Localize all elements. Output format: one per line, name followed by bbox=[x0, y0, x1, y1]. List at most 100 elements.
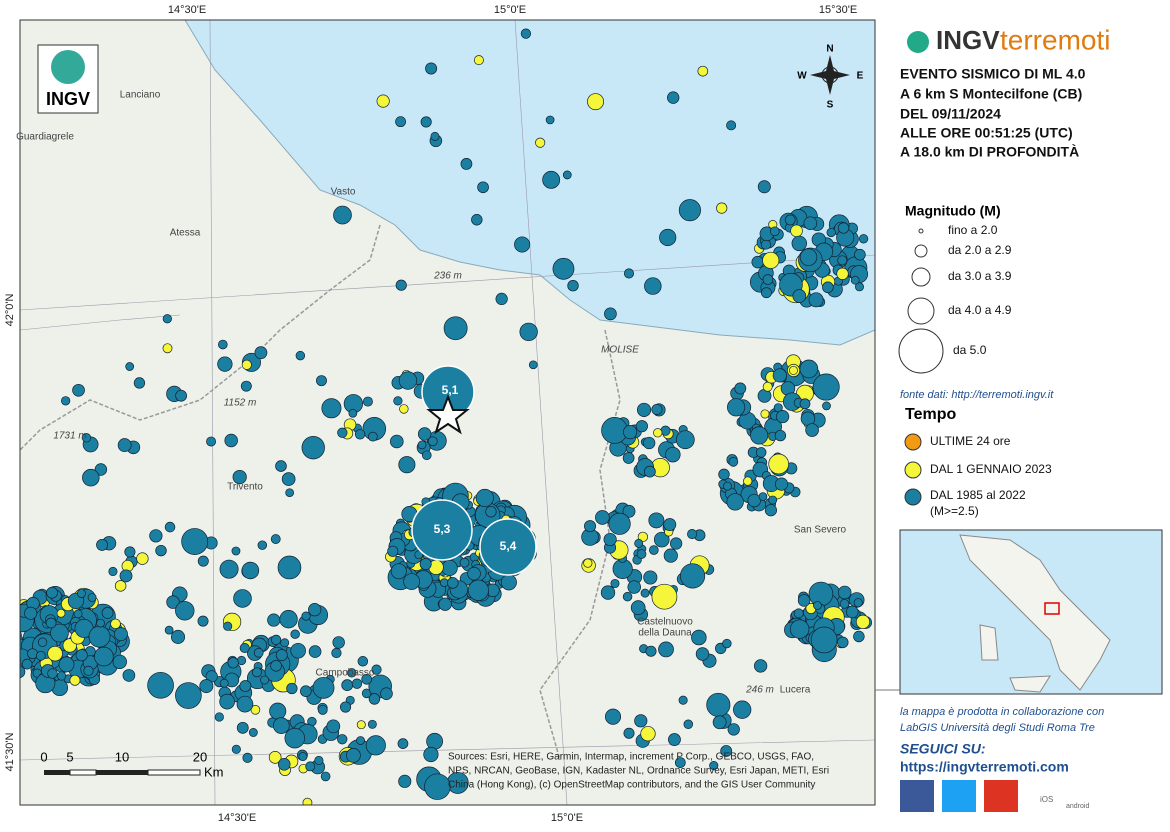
event-line: A 6 km S Montecilfone (CB) bbox=[900, 86, 1082, 102]
place-label: Guardiagrele bbox=[16, 132, 74, 143]
event-dot bbox=[417, 440, 427, 450]
legend-swatch bbox=[904, 488, 922, 506]
scale-label: 20 bbox=[193, 749, 207, 764]
map: INGV N E S W 5,1 5,3 5,4 0 5 10 20 Km So… bbox=[19, 19, 876, 806]
event-dot bbox=[485, 505, 497, 518]
scale-label: 10 bbox=[115, 749, 129, 764]
event-dot bbox=[267, 613, 281, 627]
place-label: Lucera bbox=[780, 685, 811, 696]
event-dot bbox=[368, 431, 378, 442]
ios-label[interactable]: iOS bbox=[1040, 795, 1053, 804]
event-dot bbox=[768, 495, 778, 505]
event-dot bbox=[284, 727, 306, 749]
event-dot bbox=[760, 239, 772, 250]
android-label[interactable]: android bbox=[1066, 803, 1089, 810]
event-dot bbox=[175, 601, 195, 621]
event-dot bbox=[368, 693, 381, 705]
event-dot bbox=[241, 359, 252, 370]
event-dot bbox=[709, 761, 719, 771]
event-dot bbox=[477, 181, 489, 194]
twitter-icon[interactable] bbox=[942, 780, 976, 812]
event-dot bbox=[332, 636, 345, 649]
event-dot bbox=[240, 380, 252, 392]
event-dot bbox=[308, 645, 322, 658]
event-dot bbox=[73, 609, 83, 619]
legend-item: DAL 1985 al 2022 bbox=[930, 488, 1026, 502]
event-dot bbox=[96, 538, 109, 551]
event-dot bbox=[839, 599, 850, 609]
event-dot bbox=[326, 719, 341, 734]
event-dot bbox=[356, 736, 365, 745]
event-dot bbox=[727, 723, 740, 736]
event-dot bbox=[473, 55, 484, 66]
event-dot bbox=[837, 636, 849, 649]
event-dot bbox=[726, 120, 737, 131]
attribution: China (Hong Kong), (c) OpenStreetMap con… bbox=[448, 780, 815, 791]
event-dot bbox=[846, 605, 859, 619]
event-dot bbox=[799, 248, 818, 266]
youtube-icon[interactable] bbox=[984, 780, 1018, 812]
event-dot bbox=[542, 170, 561, 189]
event-dot bbox=[314, 755, 324, 766]
event-dot bbox=[764, 504, 777, 517]
place-label: 246 m bbox=[745, 685, 774, 696]
event-dot bbox=[687, 529, 698, 540]
event-dot bbox=[110, 618, 121, 630]
event-dot bbox=[667, 91, 680, 104]
legend-swatch bbox=[904, 461, 922, 479]
event-dot bbox=[219, 559, 239, 579]
event-dot bbox=[77, 589, 86, 598]
event-dot bbox=[305, 761, 316, 772]
brand: INGV bbox=[936, 25, 1000, 55]
url[interactable]: https://ingvterremoti.com bbox=[900, 759, 1069, 775]
legend-item: DAL 1 GENNAIO 2023 bbox=[930, 462, 1052, 476]
event-dot bbox=[275, 460, 287, 472]
event-dot bbox=[758, 492, 768, 501]
event-dot bbox=[45, 617, 57, 629]
event-dot bbox=[441, 559, 458, 577]
event-dot bbox=[634, 538, 644, 548]
event-dot bbox=[467, 566, 481, 581]
event-dot bbox=[726, 493, 744, 511]
event-dot bbox=[622, 504, 636, 518]
event-dot bbox=[761, 287, 772, 299]
event-dot bbox=[279, 610, 298, 629]
event-dot bbox=[755, 447, 767, 458]
event-dot bbox=[277, 555, 302, 580]
event-dot bbox=[397, 738, 409, 749]
event-dot bbox=[94, 646, 114, 667]
event-dot bbox=[286, 682, 298, 695]
event-dot bbox=[853, 598, 863, 608]
event-dot bbox=[443, 316, 468, 341]
event-dot bbox=[623, 268, 635, 279]
legend-sizes bbox=[898, 228, 944, 374]
place-label: Atessa bbox=[170, 228, 201, 239]
event-dot bbox=[659, 228, 677, 247]
event-dot bbox=[260, 675, 270, 685]
coord-label: 15°0'E bbox=[551, 812, 583, 824]
event-dot bbox=[789, 619, 810, 639]
event-dot bbox=[419, 558, 432, 570]
event-dot bbox=[678, 199, 701, 222]
place-label: 1731 m bbox=[53, 431, 86, 442]
event-dot bbox=[337, 427, 348, 438]
event-dot bbox=[663, 548, 678, 563]
event-dot bbox=[430, 131, 440, 141]
event-line: ALLE ORE 00:51:25 (UTC) bbox=[900, 125, 1073, 141]
event-dot bbox=[393, 396, 403, 406]
event-dot bbox=[320, 771, 331, 782]
event-dot bbox=[791, 235, 807, 252]
event-dot bbox=[219, 693, 235, 710]
event-dot bbox=[653, 531, 670, 548]
event-dot bbox=[837, 585, 852, 600]
collab: LabGIS Università degli Studi Roma Tre bbox=[900, 722, 1095, 734]
event-dot bbox=[623, 727, 635, 739]
event-dot bbox=[61, 396, 71, 406]
event-dot bbox=[774, 477, 789, 491]
facebook-icon[interactable] bbox=[900, 780, 934, 812]
event-dot bbox=[799, 398, 811, 410]
event-dot bbox=[308, 603, 322, 617]
event-dot bbox=[630, 600, 646, 616]
event-dot bbox=[376, 94, 390, 108]
event-dot bbox=[58, 656, 75, 673]
